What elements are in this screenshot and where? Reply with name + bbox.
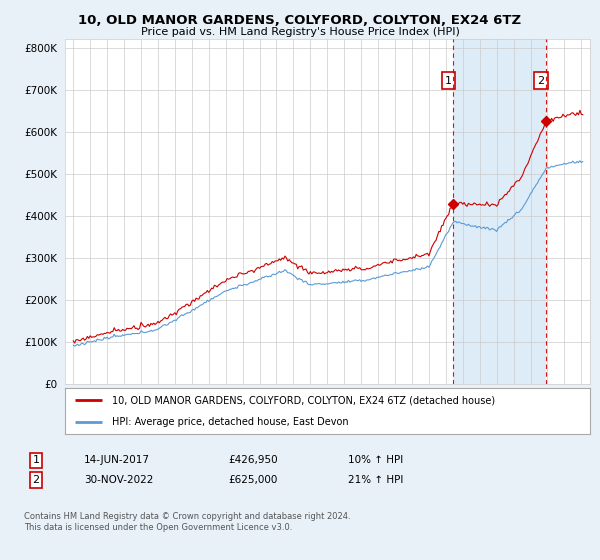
Text: 2: 2 xyxy=(538,76,545,86)
Text: 14-JUN-2017: 14-JUN-2017 xyxy=(84,455,150,465)
Text: 10% ↑ HPI: 10% ↑ HPI xyxy=(348,455,403,465)
Text: 30-NOV-2022: 30-NOV-2022 xyxy=(84,475,154,485)
Text: 21% ↑ HPI: 21% ↑ HPI xyxy=(348,475,403,485)
Bar xyxy=(454,39,546,384)
Text: 10, OLD MANOR GARDENS, COLYFORD, COLYTON, EX24 6TZ (detached house): 10, OLD MANOR GARDENS, COLYFORD, COLYTON… xyxy=(112,395,495,405)
Text: 1: 1 xyxy=(32,455,40,465)
Text: 2: 2 xyxy=(32,475,40,485)
Text: 10, OLD MANOR GARDENS, COLYFORD, COLYTON, EX24 6TZ: 10, OLD MANOR GARDENS, COLYFORD, COLYTON… xyxy=(79,14,521,27)
Text: 1: 1 xyxy=(445,76,452,86)
Text: Contains HM Land Registry data © Crown copyright and database right 2024.
This d: Contains HM Land Registry data © Crown c… xyxy=(24,512,350,532)
Text: £426,950: £426,950 xyxy=(228,455,278,465)
Text: Price paid vs. HM Land Registry's House Price Index (HPI): Price paid vs. HM Land Registry's House … xyxy=(140,27,460,37)
Text: £625,000: £625,000 xyxy=(228,475,277,485)
Text: HPI: Average price, detached house, East Devon: HPI: Average price, detached house, East… xyxy=(112,417,349,427)
